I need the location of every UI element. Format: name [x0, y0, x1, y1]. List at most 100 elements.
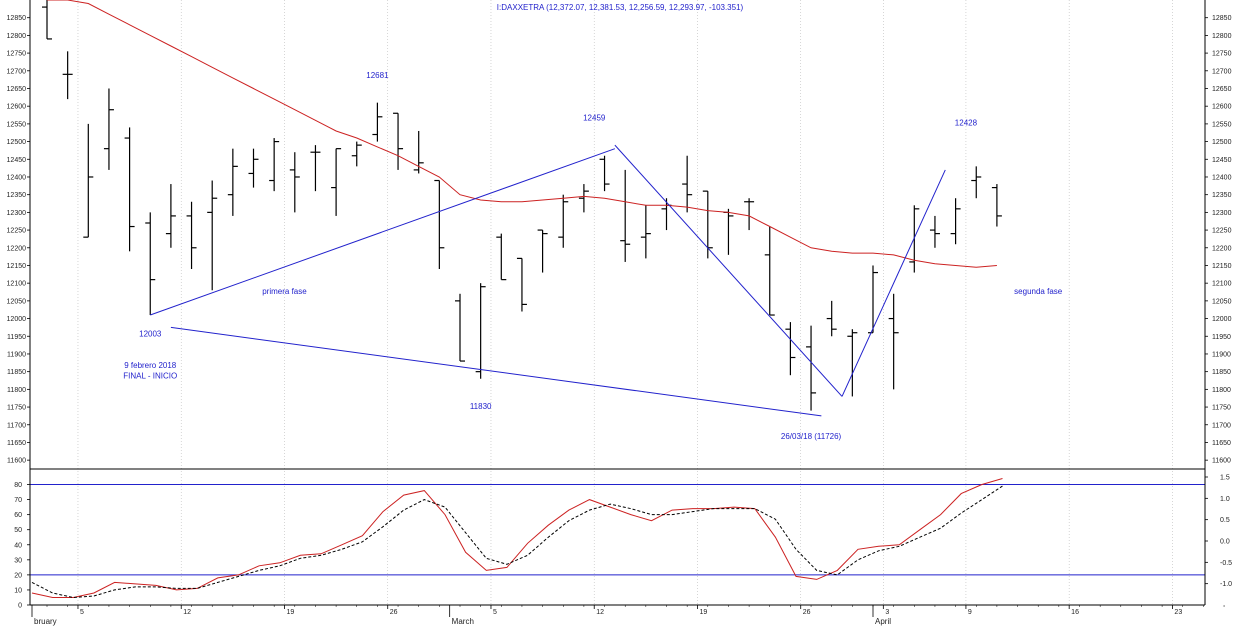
moving-average-line — [47, 0, 997, 268]
ohlc-bar — [826, 300, 837, 337]
y-tick-label: 12850 — [1212, 15, 1232, 22]
y-tick-label: 12500 — [7, 139, 27, 146]
chart-title: I:DAXXETRA (12,372.07, 12,381.53, 12,256… — [497, 3, 744, 12]
annotation-label: 12459 — [583, 113, 606, 122]
x-month-label: March — [452, 617, 474, 626]
y-tick-label: 12300 — [7, 210, 27, 217]
y-axis-left: 11600 11650 11700 11750 11800 11850 11900 11950… — [7, 15, 30, 610]
y-tick-label: 11700 — [1212, 422, 1231, 429]
annotation-group: 12681 12459 12428 12003 9 febrero 2018 FINAL … — [123, 71, 1062, 441]
price-bars — [42, 0, 1002, 411]
ohlc-bar — [83, 123, 94, 238]
ohlc-bar — [950, 198, 961, 245]
ohlc-bar — [124, 127, 135, 252]
ohlc-bar — [578, 184, 589, 213]
y-tick-label: 12750 — [1212, 51, 1232, 58]
y-tick-label: 12400 — [7, 174, 27, 181]
y-tick-label: 11600 — [1212, 458, 1231, 465]
x-tick-label: 26 — [390, 609, 398, 616]
trendline — [150, 148, 616, 316]
y-tick-label: 12100 — [1212, 281, 1232, 288]
y-tick-label: 11900 — [7, 351, 26, 358]
x-tick-label: 12 — [183, 609, 191, 616]
osc-y-tick-label: -1.0 — [1220, 581, 1232, 588]
y-tick-label: 12800 — [1212, 33, 1232, 40]
y-tick-label: 11950 — [1212, 334, 1231, 341]
ohlc-bar — [455, 293, 465, 362]
x-month-label: bruary — [34, 617, 57, 626]
x-tick-label: 23 — [1174, 609, 1182, 616]
grid — [77, 0, 1173, 605]
y-tick-label: 12250 — [7, 228, 27, 235]
y-tick-label: 12550 — [1212, 121, 1232, 128]
x-tick-label: 3 — [885, 609, 889, 616]
y-tick-label: 12650 — [7, 86, 27, 93]
ohlc-bar — [165, 184, 176, 248]
osc-y-tick-label: 1.5 — [1220, 475, 1230, 482]
y-tick-label: 12050 — [7, 298, 27, 305]
y-tick-label: 11950 — [7, 334, 26, 341]
ohlc-bar — [248, 148, 259, 188]
y-tick-label: 11850 — [7, 369, 26, 376]
x-tick-label: 5 — [493, 609, 497, 616]
ohlc-bar — [558, 194, 569, 248]
annotation-label: 9 febrero 2018 — [124, 361, 177, 370]
ohlc-bar — [971, 166, 982, 199]
osc-y-tick-label: 1.0 — [1220, 496, 1230, 503]
y-tick-label: 12700 — [7, 68, 27, 75]
osc-y-tick-label: 30 — [14, 557, 22, 564]
trendline — [614, 144, 843, 397]
annotation-label: FINAL - INICIO — [123, 372, 177, 381]
osc-y-tick-label: 40 — [14, 542, 22, 549]
ohlc-bar — [640, 205, 651, 259]
y-tick-label: 11750 — [7, 405, 26, 412]
annotation-label: 12003 — [139, 329, 162, 338]
osc-y-tick-label: 80 — [14, 482, 22, 489]
y-tick-label: 11650 — [7, 440, 26, 447]
osc-y-tick-label: 20 — [14, 572, 22, 579]
osc-y-tick-label: 0.5 — [1220, 517, 1230, 524]
y-tick-label: 12600 — [7, 104, 27, 111]
ohlc-bar — [744, 198, 755, 231]
moving-average-group — [47, 0, 997, 268]
ohlc-bar — [764, 226, 775, 316]
ohlc-bar — [888, 293, 899, 390]
ohlc-bar — [806, 325, 817, 411]
y-tick-label: 12000 — [1212, 316, 1232, 323]
y-tick-label: 11850 — [1212, 369, 1231, 376]
annotation-label: 26/03/18 (11726) — [781, 432, 842, 441]
ohlc-bar — [331, 148, 342, 216]
ohlc-bar — [103, 88, 114, 170]
y-tick-label: 11600 — [7, 458, 26, 465]
ohlc-bar — [186, 201, 197, 270]
y-tick-label: 12450 — [7, 157, 27, 164]
price-panel: 12681 12459 12428 12003 9 febrero 2018 FINAL … — [42, 0, 1063, 441]
y-tick-label: 12550 — [7, 121, 27, 128]
osc-y-tick-label: 0 — [18, 603, 22, 610]
y-tick-label: 12850 — [7, 15, 27, 22]
y-tick-label: 12700 — [1212, 68, 1232, 75]
trendline-group — [150, 144, 946, 417]
oscillator-lines — [31, 478, 1003, 599]
ohlc-bar — [289, 152, 300, 213]
ohlc-bar — [351, 141, 362, 167]
ohlc-bar — [434, 179, 445, 270]
y-tick-label: 12300 — [1212, 210, 1232, 217]
y-tick-label: 12800 — [7, 33, 27, 40]
osc-y-tick-label: 0.0 — [1220, 539, 1230, 546]
ohlc-bar — [62, 51, 73, 100]
ohlc-bar — [496, 233, 507, 281]
ohlc-bar — [847, 329, 858, 397]
y-tick-label: 12150 — [7, 263, 27, 270]
annotation-label: segunda fase — [1014, 287, 1063, 296]
x-tick-label: 16 — [1071, 609, 1079, 616]
ohlc-bar — [207, 180, 218, 291]
ohlc-bar — [682, 155, 693, 213]
oscillator-reference-lines — [30, 484, 1205, 576]
osc-y-tick-label: 10 — [14, 587, 22, 594]
ohlc-bar — [145, 212, 156, 316]
x-tick-label: 12 — [596, 609, 604, 616]
x-month-label: April — [875, 617, 891, 626]
ohlc-bar — [475, 283, 486, 379]
